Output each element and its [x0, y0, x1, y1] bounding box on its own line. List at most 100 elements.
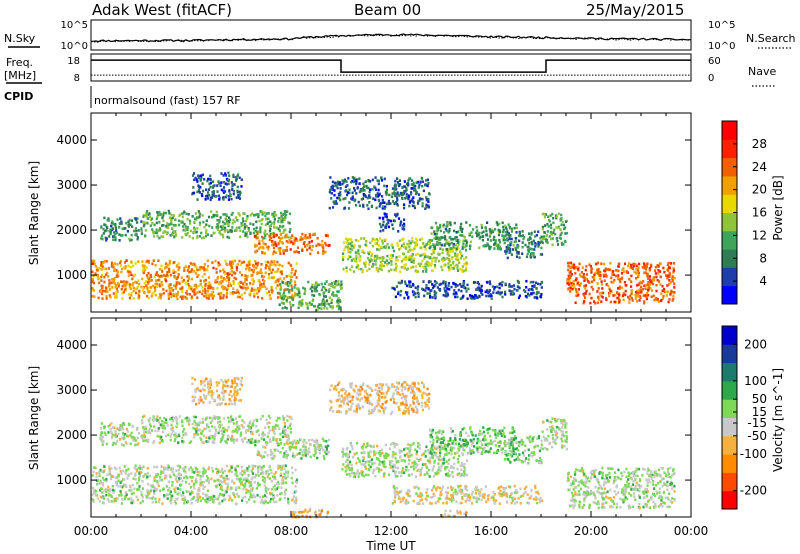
heatmap-cell	[364, 243, 367, 247]
heatmap-cell	[100, 274, 104, 277]
heatmap-cell	[396, 241, 399, 245]
heatmap-cell	[225, 194, 228, 197]
heatmap-cell	[403, 189, 406, 193]
heatmap-cell	[174, 218, 177, 221]
heatmap-cell	[334, 181, 337, 185]
heatmap-cell	[207, 481, 210, 485]
heatmap-cell	[223, 180, 226, 184]
heatmap-cell	[478, 231, 481, 235]
heatmap-cell	[379, 264, 382, 267]
heatmap-cell	[408, 195, 411, 199]
heatmap-cell	[257, 484, 260, 487]
heatmap-cell	[273, 484, 276, 488]
heatmap-cell	[574, 272, 577, 275]
heatmap-cell	[497, 228, 500, 232]
heatmap-cell	[285, 246, 288, 249]
heatmap-cell	[107, 217, 110, 220]
heatmap-cell	[556, 239, 559, 243]
heatmap-cell	[207, 496, 210, 500]
heatmap-cell	[461, 270, 464, 273]
heatmap-cell	[371, 237, 374, 241]
heatmap-cell	[285, 235, 288, 239]
heatmap-cell	[638, 262, 641, 266]
heatmap-cell	[274, 425, 277, 429]
heatmap-cell	[646, 292, 649, 295]
heatmap-cell	[409, 280, 412, 284]
heatmap-cell	[126, 477, 129, 480]
heatmap-cell	[405, 193, 408, 196]
heatmap-cell	[252, 419, 255, 423]
heatmap-cell	[232, 290, 235, 294]
heatmap-cell	[569, 286, 572, 290]
heatmap-cell	[239, 415, 242, 418]
heatmap-cell	[240, 286, 243, 289]
heatmap-cell	[148, 215, 152, 218]
heatmap-cell	[412, 183, 415, 187]
heatmap-cell	[623, 281, 627, 284]
heatmap-cell	[407, 179, 410, 182]
heatmap-cell	[596, 261, 599, 265]
heatmap-cell	[369, 180, 372, 183]
heatmap-cell	[377, 179, 380, 183]
heatmap-cell	[624, 293, 627, 297]
heatmap-cell	[488, 289, 492, 292]
heatmap-cell	[203, 485, 206, 489]
heatmap-cell	[129, 434, 132, 437]
heatmap-cell	[461, 265, 464, 268]
heatmap-cell	[223, 270, 226, 274]
heatmap-cell	[310, 289, 314, 293]
heatmap-cell	[115, 287, 119, 290]
heatmap-cell	[668, 298, 671, 301]
heatmap-cell	[521, 230, 524, 233]
heatmap-cell	[173, 433, 176, 437]
heatmap-cell	[284, 294, 287, 298]
heatmap-cell	[195, 287, 198, 290]
heatmap-cell	[490, 297, 493, 300]
heatmap-cell	[234, 216, 237, 219]
heatmap-cell	[488, 245, 491, 249]
heatmap-cell	[424, 207, 427, 210]
heatmap-cell	[222, 196, 225, 199]
heatmap-cell	[361, 189, 364, 193]
heatmap-cell	[464, 268, 467, 272]
heatmap-cell	[152, 441, 155, 445]
heatmap-cell	[359, 258, 362, 261]
heatmap-cell	[561, 243, 564, 246]
heatmap-cell	[377, 244, 380, 247]
heatmap-cell	[164, 266, 167, 270]
heatmap-cell	[451, 247, 454, 250]
heatmap-cell	[330, 284, 333, 287]
heatmap-cell	[232, 175, 235, 178]
heatmap-cell	[552, 221, 555, 225]
heatmap-cell	[251, 432, 254, 435]
heatmap-cell	[234, 228, 238, 232]
heatmap-cell	[291, 471, 294, 475]
heatmap-cell	[191, 422, 194, 426]
heatmap-cell	[187, 500, 190, 503]
heatmap-cell	[273, 250, 276, 253]
heatmap-cell	[502, 225, 505, 229]
heatmap-cell	[143, 264, 146, 268]
heatmap-cell	[303, 292, 306, 295]
heatmap-cell	[460, 230, 463, 233]
heatmap-cell	[234, 272, 237, 275]
heatmap-cell	[545, 233, 548, 237]
heatmap-cell	[138, 476, 141, 480]
heatmap-cell	[617, 274, 620, 277]
heatmap-cell	[455, 291, 458, 294]
heatmap-cell	[316, 308, 319, 311]
heatmap-cell	[403, 224, 406, 228]
heatmap-cell	[308, 232, 311, 236]
heatmap-cell	[496, 285, 499, 289]
heatmap-cell	[243, 225, 247, 229]
heatmap-cell	[190, 229, 193, 233]
heatmap-cell	[283, 472, 286, 476]
heatmap-cell	[253, 495, 257, 499]
heatmap-cell	[535, 292, 538, 296]
heatmap-cell	[395, 264, 398, 268]
heatmap-cell	[108, 472, 111, 475]
heatmap-cell	[106, 473, 109, 477]
heatmap-cell	[206, 197, 209, 200]
heatmap-cell	[473, 281, 476, 284]
heatmap-cell	[119, 481, 122, 484]
